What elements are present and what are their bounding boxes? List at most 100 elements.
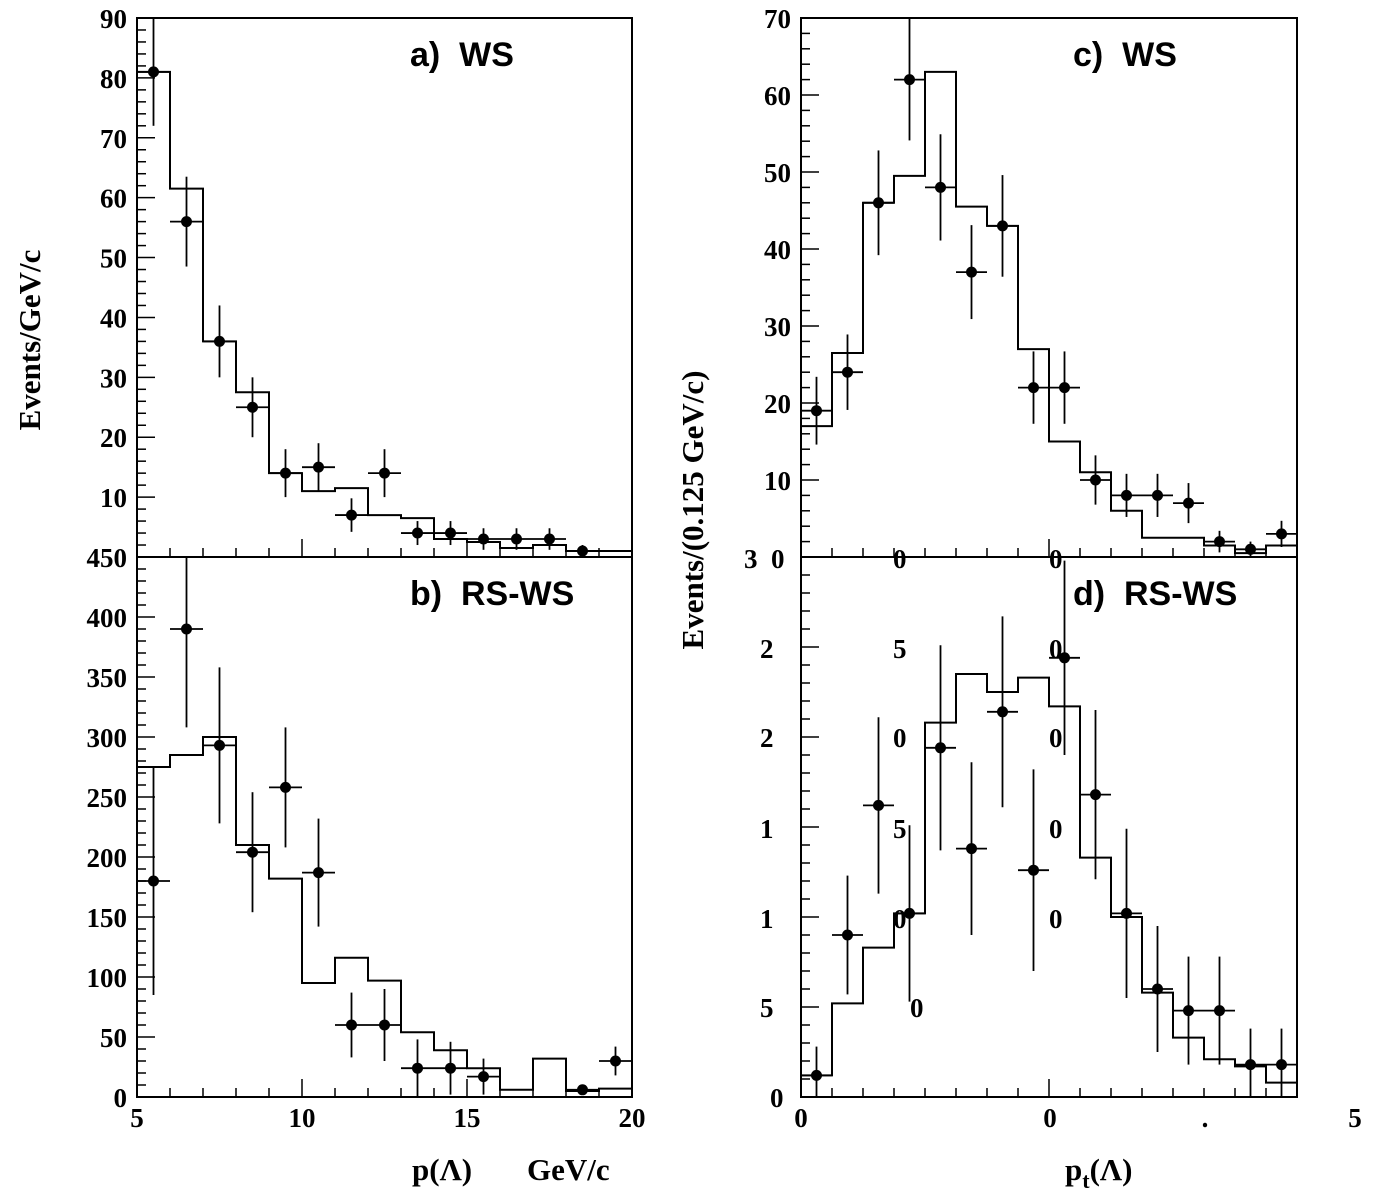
data-point: [966, 843, 977, 855]
data-point: [1028, 382, 1039, 394]
c-bottom-tick-label: 3 0: [744, 544, 785, 574]
data-point: [577, 1084, 588, 1096]
d-y-tick-label: 2: [760, 723, 774, 753]
data-point: [904, 907, 915, 919]
d-x-tick-label: 0: [794, 1103, 808, 1133]
data-point: [1121, 489, 1132, 501]
data-point: [181, 623, 192, 635]
data-point: [1090, 474, 1101, 486]
y-tick-label: 60: [100, 184, 127, 214]
panel-c-ws: 10 20 30 40 50 60 70 c) WS: [764, 4, 1298, 558]
data-point: [935, 181, 946, 193]
data-point: [873, 799, 884, 811]
data-point: [379, 1019, 390, 1031]
d-y-tick-label: 2: [760, 634, 774, 664]
d-y-tick-label: 1: [760, 904, 774, 934]
data-point: [346, 509, 357, 521]
data-point: [511, 533, 522, 545]
d-x-tick-label: 5: [1348, 1103, 1362, 1133]
y-tick-label: 50: [764, 158, 791, 188]
y-tick-label: 30: [764, 312, 791, 342]
data-point: [544, 533, 555, 545]
x-tick-label: 20: [619, 1103, 646, 1133]
right-x-axis-title-sub: t: [1082, 1168, 1090, 1193]
data-point: [1090, 789, 1101, 801]
data-point: [313, 461, 324, 473]
panel-label: a) WS: [410, 36, 514, 74]
stray-digit: 0: [893, 904, 907, 934]
data-point: [997, 706, 1008, 718]
data-point: [1152, 489, 1163, 501]
data-point: [412, 527, 423, 539]
right-x-axis-title: pt(Λ): [1065, 1152, 1132, 1193]
data-point: [1028, 864, 1039, 876]
data-point: [1152, 983, 1163, 995]
stray-digit: 0: [1049, 814, 1063, 844]
data-point: [148, 875, 159, 887]
panel-a-ws: 10 20 30 40 50 60 70 80 90 a) WS: [100, 4, 633, 558]
data-point: [966, 266, 977, 278]
y-tick-label: 20: [764, 389, 791, 419]
stray-digit: 0: [1049, 544, 1063, 574]
data-point: [445, 527, 456, 539]
histogram-line: [136, 70, 632, 557]
y-tick-label: 400: [87, 603, 128, 633]
y-tick-label: 350: [87, 663, 128, 693]
y-tick-label: 80: [100, 64, 127, 94]
d-x-tick-label: .: [1202, 1103, 1209, 1133]
x-tick-label: 5: [130, 1103, 144, 1133]
data-point: [842, 366, 853, 378]
right-x-axis-title-p: p: [1065, 1152, 1082, 1187]
y-tick-label: 10: [100, 483, 127, 513]
y-tick-label: 10: [764, 466, 791, 496]
data-point: [280, 781, 291, 793]
data-point: [148, 66, 159, 78]
y-tick-label: 250: [87, 783, 128, 813]
y-tick-label: 300: [87, 723, 128, 753]
data-point: [935, 742, 946, 754]
y-tick-label: 150: [87, 903, 128, 933]
y-tick-label: 0: [114, 1083, 128, 1113]
data-point: [610, 1055, 621, 1067]
panel-label: b) RS-WS: [410, 575, 574, 613]
data-point: [379, 467, 390, 479]
d-y-tick-label: 1: [760, 814, 774, 844]
y-tick-label: 40: [764, 235, 791, 265]
d-y-tick-label: 0: [770, 1083, 784, 1113]
stray-digit: 0: [910, 993, 924, 1023]
y-tick-label: 50: [100, 244, 127, 274]
data-point: [445, 1062, 456, 1074]
data-point: [280, 467, 291, 479]
left-y-axis-title: Events/GeV/c: [12, 250, 47, 431]
stray-digit: 0: [1049, 634, 1063, 664]
y-tick-label: 90: [100, 4, 127, 34]
data-point: [811, 405, 822, 417]
y-tick-label: 50: [100, 1023, 127, 1053]
stray-digit: 0: [1049, 904, 1063, 934]
data-point: [1183, 1005, 1194, 1017]
histogram-line: [136, 736, 632, 1097]
y-tick-label: 60: [764, 81, 791, 111]
left-x-axis-title-unit: GeV/c: [527, 1152, 610, 1187]
data-point: [1059, 382, 1070, 394]
y-tick-label: 30: [100, 363, 127, 393]
x-tick-label: 10: [289, 1103, 316, 1133]
data-point: [181, 216, 192, 228]
data-point: [873, 197, 884, 209]
data-point: [214, 335, 225, 347]
plot-frame: [800, 17, 1298, 558]
y-tick-label: 70: [100, 124, 127, 154]
panel-label: d) RS-WS: [1073, 575, 1237, 613]
data-point: [247, 846, 258, 858]
stray-digit: 0: [893, 544, 907, 574]
data-point: [1245, 1059, 1256, 1071]
data-point: [1059, 652, 1070, 664]
d-x-tick-label: 0: [1043, 1103, 1057, 1133]
stray-digit: 5: [893, 634, 907, 664]
data-point: [478, 1071, 489, 1083]
data-point: [1214, 536, 1225, 548]
histogram-line: [800, 673, 1297, 1097]
y-tick-label: 100: [87, 963, 128, 993]
data-point: [346, 1019, 357, 1031]
